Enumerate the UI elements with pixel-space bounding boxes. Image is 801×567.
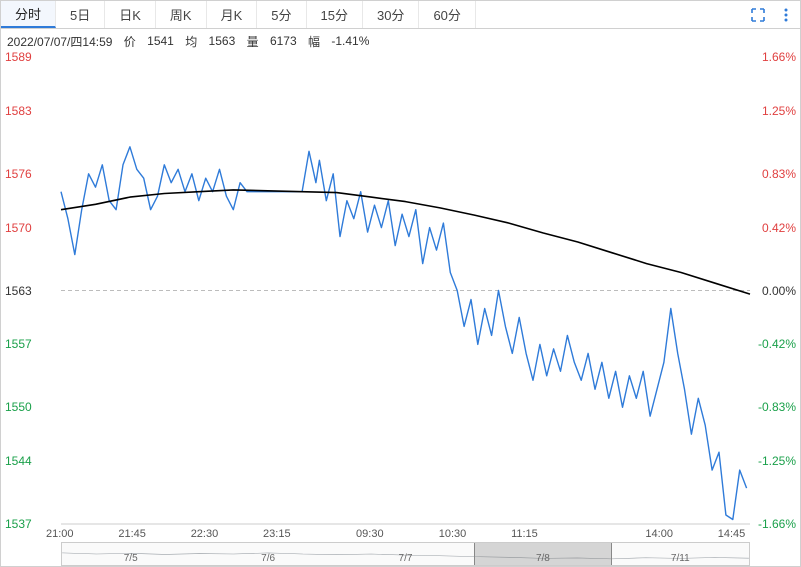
tab-7[interactable]: 30分 [363,1,419,28]
info-chg: -1.41% [331,34,369,48]
x-label: 23:15 [263,528,291,540]
chart-svg [1,53,800,566]
nav-date-label: 7/7 [399,553,413,564]
y-left-label: 1576 [5,167,32,181]
tab-5[interactable]: 5分 [257,1,306,28]
info-bar: 2022/07/07/四14:59 价 1541 均 1563 量 6173 幅… [1,29,800,53]
x-label: 09:30 [356,528,384,540]
y-left-label: 1589 [5,50,32,64]
tab-4[interactable]: 月K [207,1,258,28]
timeframe-tabs: 分时5日日K周K月K5分15分30分60分 [1,1,800,29]
info-vol-label: 量 [247,33,259,50]
x-label: 14:00 [645,528,673,540]
info-price: 1541 [147,34,174,48]
info-vol: 6173 [270,34,297,48]
info-datetime: 2022/07/07/四14:59 [7,33,112,50]
y-left-label: 1557 [5,337,32,351]
root: 分时5日日K周K月K5分15分30分60分 2022/07/07/四14:59 … [0,0,801,567]
y-left-label: 1550 [5,400,32,414]
y-left-label: 1544 [5,454,32,468]
y-right-label: 0.83% [762,167,796,181]
nav-date-label: 7/8 [536,553,550,564]
navigator[interactable]: 7/5 7/6 7/7 7/8 7/11 [61,542,750,566]
y-right-label: -0.83% [758,400,796,414]
y-right-label: -1.66% [758,517,796,531]
y-right-label: 0.00% [762,284,796,298]
y-left-label: 1563 [5,284,32,298]
tab-8[interactable]: 60分 [419,1,475,28]
tab-6[interactable]: 15分 [307,1,363,28]
expand-icon[interactable] [748,5,768,25]
y-right-label: 0.42% [762,221,796,235]
tab-0[interactable]: 分时 [1,1,56,28]
y-right-label: -1.25% [758,454,796,468]
nav-date-label: 7/5 [124,553,138,564]
info-avg-label: 均 [185,33,197,50]
x-label: 21:45 [118,528,146,540]
info-chg-label: 幅 [308,33,320,50]
y-right-label: 1.25% [762,104,796,118]
y-left-label: 1583 [5,104,32,118]
x-label: 21:00 [46,528,74,540]
toolbar-right [748,1,796,28]
info-price-label: 价 [124,33,136,50]
more-vertical-icon[interactable] [776,5,796,25]
y-right-label: -0.42% [758,337,796,351]
chart-area[interactable]: 7/5 7/6 7/7 7/8 7/11 1589 1.66% 1583 1.25% 1576 0… [1,53,800,566]
x-label: 11:15 [511,528,538,540]
y-left-label: 1537 [5,517,32,531]
x-label: 14:45 [718,528,746,540]
tab-2[interactable]: 日K [105,1,156,28]
y-left-label: 1570 [5,221,32,235]
tab-3[interactable]: 周K [156,1,207,28]
x-label: 22:30 [191,528,219,540]
y-right-label: 1.66% [762,50,796,64]
nav-date-label: 7/11 [671,553,690,564]
x-label: 10:30 [439,528,467,540]
tab-1[interactable]: 5日 [56,1,105,28]
nav-date-label: 7/6 [261,553,275,564]
info-avg: 1563 [209,34,236,48]
